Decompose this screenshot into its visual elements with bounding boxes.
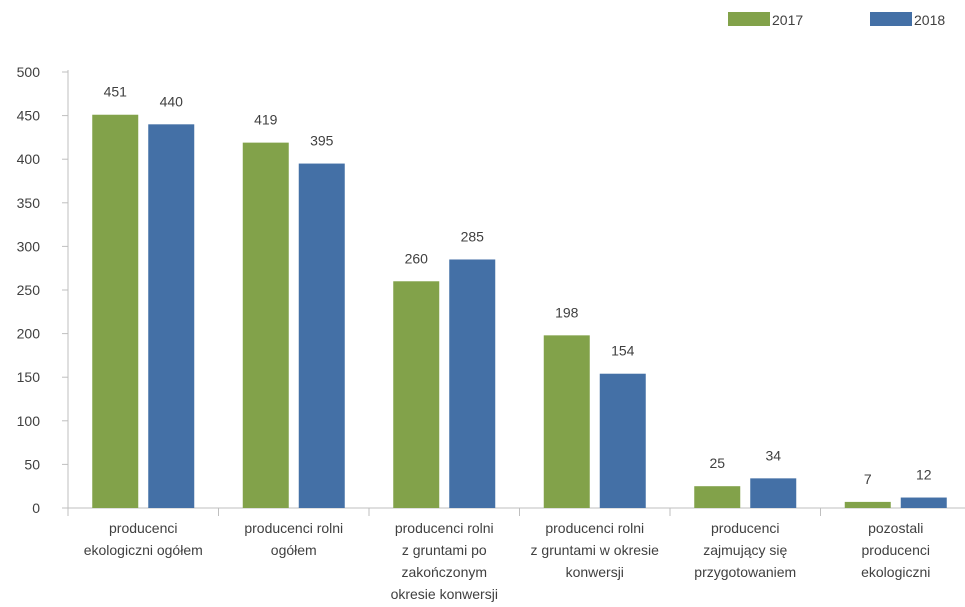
bar-2017-2 <box>393 281 440 508</box>
category-label: pozostali producenci ekologiczni <box>861 520 930 580</box>
category-label: producenci ekologiczni ogółem <box>84 520 203 558</box>
y-tick-label: 200 <box>17 326 41 342</box>
y-tick-label: 400 <box>17 151 41 167</box>
legend-label-2017: 2017 <box>772 12 803 28</box>
data-label-2018-5: 12 <box>916 467 932 483</box>
data-label-2017-2: 260 <box>405 250 429 266</box>
x-axis: producenci ekologiczni ogółem producenci r… <box>67 507 965 602</box>
y-tick-label: 350 <box>17 195 41 211</box>
data-labels: 451 419 260 198 25 7 440 395 285 154 34 12 <box>104 84 932 487</box>
legend-swatch-2017 <box>728 12 770 26</box>
bars <box>92 114 947 508</box>
bar-2017-1 <box>242 142 289 508</box>
bar-2017-3 <box>543 335 590 508</box>
y-axis: 0 50 100 150 200 250 300 350 400 450 500 <box>17 64 69 516</box>
category-label: producenci zajmujący się przygotowaniem <box>694 520 796 580</box>
data-label-2017-3: 198 <box>555 304 579 320</box>
bar-2018-2 <box>449 259 496 508</box>
y-tick-label: 450 <box>17 108 41 124</box>
data-label-2017-1: 419 <box>254 112 278 128</box>
legend-label-2018: 2018 <box>914 12 945 28</box>
data-label-2018-0: 440 <box>160 93 184 109</box>
category-label: producenci rolni ogółem <box>244 520 343 558</box>
bar-2017-5 <box>844 501 891 508</box>
bar-2018-3 <box>599 373 646 508</box>
bar-2017-4 <box>694 486 741 508</box>
bar-2018-5 <box>900 497 947 508</box>
bar-2018-1 <box>298 163 345 508</box>
y-tick-label: 300 <box>17 238 41 254</box>
bar-2017-0 <box>92 114 139 508</box>
legend-swatch-2018 <box>870 12 912 26</box>
data-label-2017-0: 451 <box>104 84 128 100</box>
data-label-2018-4: 34 <box>765 447 781 463</box>
data-label-2017-5: 7 <box>864 471 872 487</box>
y-tick-label: 100 <box>17 413 41 429</box>
y-tick-label: 50 <box>24 456 40 472</box>
y-tick-label: 150 <box>17 369 41 385</box>
category-label: producenci rolni z gruntami w okresie konw… <box>531 520 660 580</box>
y-tick-label: 500 <box>17 64 41 80</box>
data-label-2018-3: 154 <box>611 343 635 359</box>
y-tick-label: 0 <box>32 500 40 516</box>
data-label-2018-2: 285 <box>461 228 485 244</box>
bar-2018-4 <box>750 478 797 508</box>
data-label-2017-4: 25 <box>709 455 725 471</box>
data-label-2018-1: 395 <box>310 133 334 149</box>
y-tick-label: 250 <box>17 282 41 298</box>
category-label: producenci rolni z gruntami po zakończonym… <box>391 520 498 602</box>
bar-2018-0 <box>148 124 195 508</box>
legend: 2017 2018 <box>728 12 945 28</box>
